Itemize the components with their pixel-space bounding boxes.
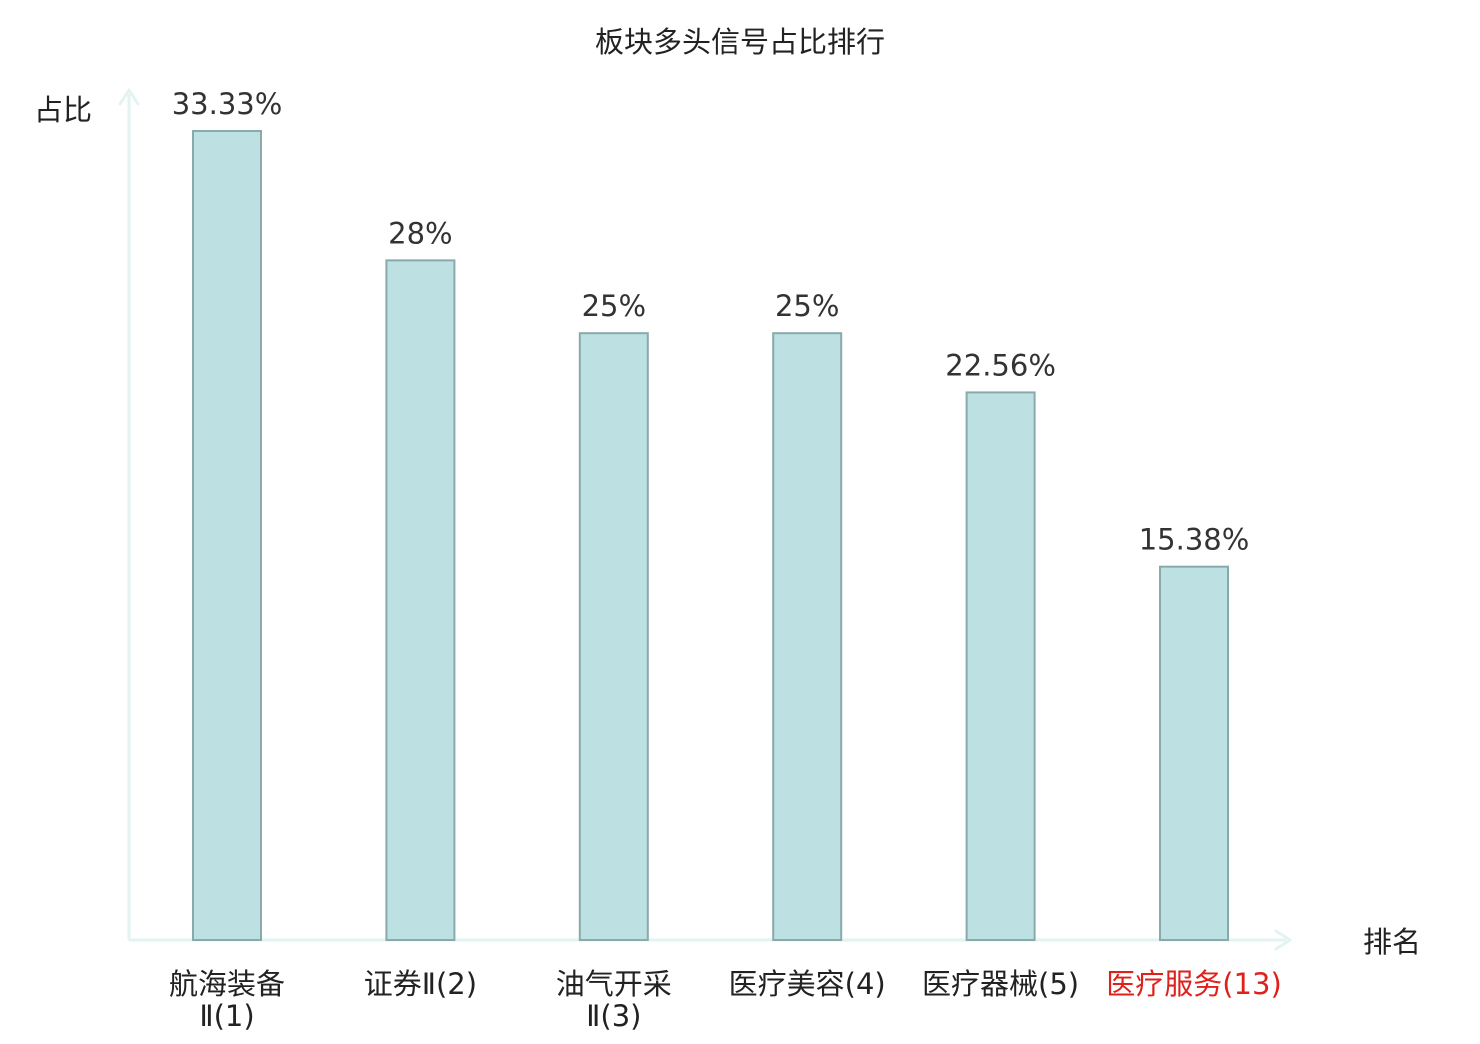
- bar-value-label: 22.56%: [945, 348, 1056, 382]
- bar: [1159, 565, 1229, 941]
- bar: [772, 332, 843, 941]
- axes: [118, 88, 1292, 951]
- bar-value-label: 15.38%: [1139, 523, 1250, 557]
- category-tick-label: 证券Ⅱ(2): [364, 967, 477, 1001]
- bar-value-label: 28%: [388, 216, 452, 250]
- category-tick-label: 医疗服务(13): [1106, 967, 1282, 1001]
- category-tick-label: Ⅱ(3): [586, 999, 641, 1033]
- x-axis-label: 排名: [1363, 925, 1421, 959]
- chart-title: 板块多头信号占比排行: [595, 25, 885, 59]
- bar: [192, 130, 262, 941]
- x-axis-arrow: [1274, 929, 1292, 951]
- bars-group: [192, 130, 1229, 942]
- category-tick-label: 医疗器械(5): [922, 967, 1079, 1001]
- y-axis-arrow: [118, 88, 140, 106]
- bar: [965, 391, 1036, 941]
- bar-value-label: 25%: [775, 289, 839, 323]
- bar: [578, 332, 649, 941]
- category-tick-label: 航海装备: [169, 967, 285, 1001]
- y-axis-label: 占比: [34, 93, 92, 127]
- category-tick-label: 油气开采: [556, 967, 672, 1001]
- bar-value-label: 25%: [582, 289, 646, 323]
- bar-value-label: 33.33%: [172, 87, 283, 121]
- category-tick-label: 医疗美容(4): [729, 967, 886, 1001]
- category-tick-label: Ⅱ(1): [199, 999, 254, 1033]
- value-labels-group: 33.33% 28% 25% 25% 22.56% 15.38%: [172, 87, 1250, 557]
- bar: [385, 259, 456, 942]
